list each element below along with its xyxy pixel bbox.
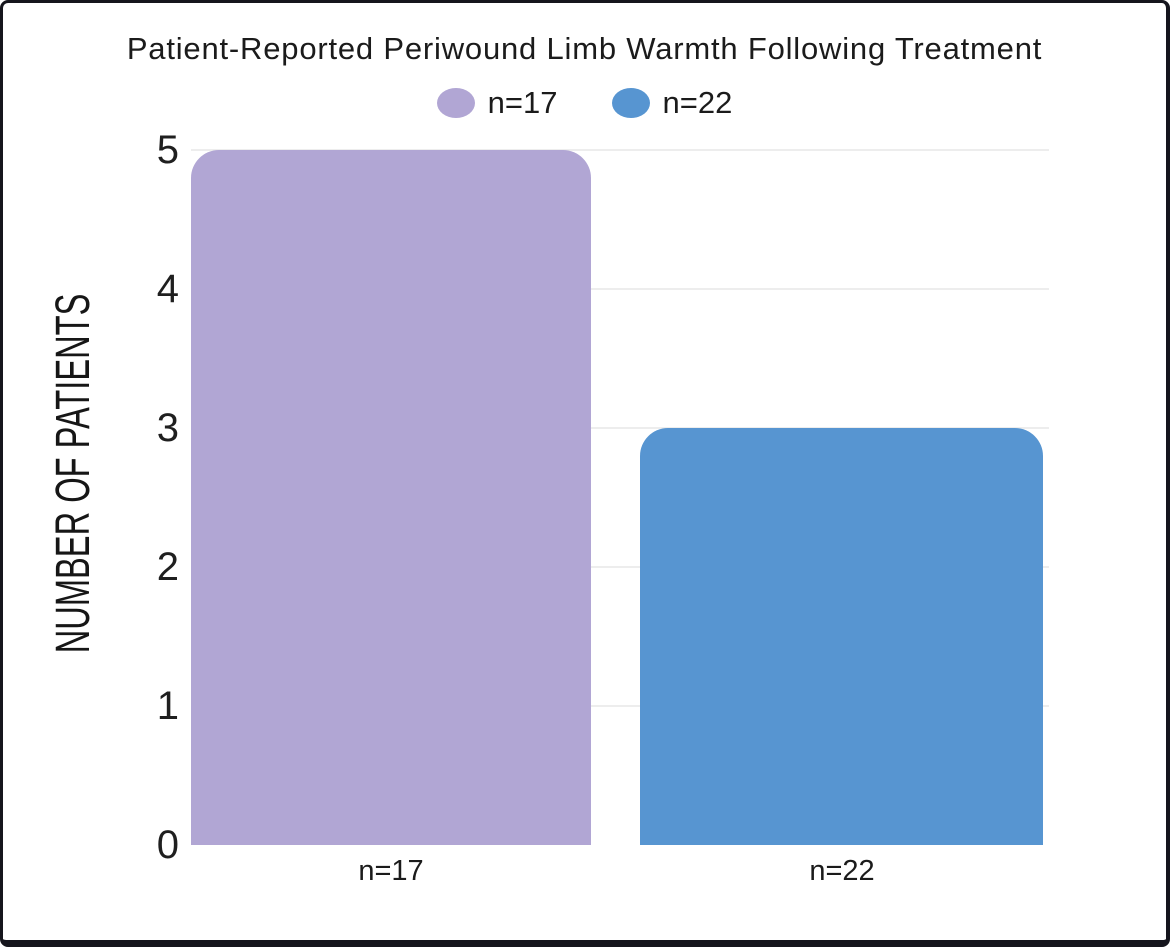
legend-label: n=22 <box>662 85 733 120</box>
x-axis-category-label: n=17 <box>358 855 424 887</box>
y-axis-tick-label: 0 <box>156 823 179 867</box>
legend-item-n17: n=17 <box>436 85 558 121</box>
plot-area <box>191 149 1049 845</box>
y-axis-tick-label: 2 <box>156 545 179 589</box>
legend-label: n=17 <box>487 85 558 120</box>
y-axis-tick-label: 4 <box>156 267 179 311</box>
chart-title: Patient-Reported Periwound Limb Warmth F… <box>126 31 1043 66</box>
legend-swatch-icon <box>611 88 650 118</box>
bar-n17 <box>191 150 591 845</box>
legend: n=17 n=22 <box>3 85 1166 121</box>
legend-swatch-icon <box>436 88 475 118</box>
legend-item-n22: n=22 <box>611 85 733 121</box>
y-axis-tick-label: 1 <box>156 684 179 728</box>
gridline <box>191 705 1049 707</box>
gridline <box>191 427 1049 429</box>
gridline <box>191 288 1049 290</box>
gridline <box>191 149 1049 151</box>
y-axis-tick-label: 5 <box>156 128 179 172</box>
y-axis-tick-label: 3 <box>156 406 179 450</box>
gridline <box>191 566 1049 568</box>
y-axis-ticks: 5 4 3 2 1 0 <box>103 130 179 865</box>
x-axis-category-label: n=22 <box>809 855 875 887</box>
bar-n22 <box>640 428 1043 845</box>
